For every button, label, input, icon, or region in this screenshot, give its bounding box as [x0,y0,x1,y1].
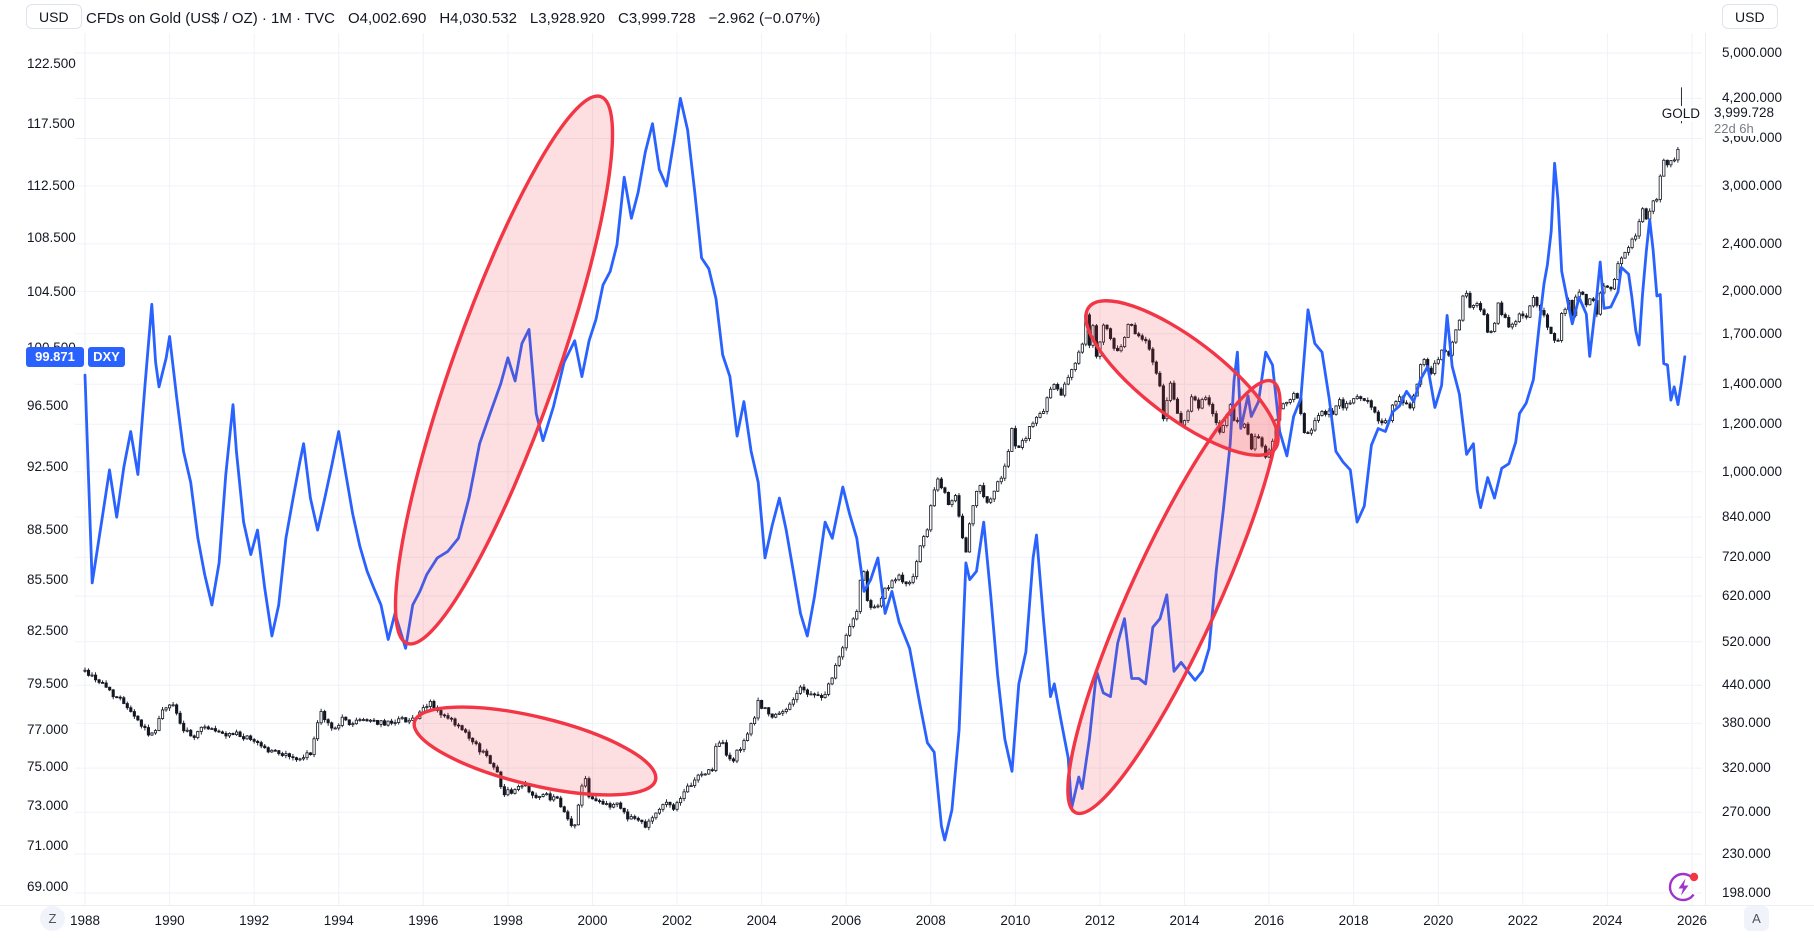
time-axis-tick: 2004 [746,913,777,928]
time-axis-tick: 1994 [323,913,354,928]
left-currency-button[interactable]: USD [26,4,82,29]
right-axis-tick: 720.000 [1722,549,1771,565]
annotation-ellipse-dxy-rally-1995-2002[interactable] [358,79,650,660]
time-axis-tick: 2000 [577,913,608,928]
time-axis-tick: 2024 [1592,913,1623,928]
gridlines [75,33,1702,905]
time-axis-tick: 2016 [1254,913,1285,928]
auto-scale-button[interactable]: A [1744,906,1769,931]
flash-icon[interactable] [1666,868,1702,904]
time-axis-tick: 2020 [1423,913,1454,928]
right-axis-tick: 2,000.000 [1722,283,1783,299]
right-axis-tick: 1,400.000 [1722,376,1783,392]
right-axis-tick: 380.000 [1722,715,1771,731]
flash-icon-bolt [1678,878,1689,896]
left-axis-tick: 79.500 [27,675,69,691]
right-axis-tick: 520.000 [1722,633,1771,649]
time-axis-separator [0,905,1814,906]
right-axis-tick: 270.000 [1722,804,1771,820]
right-axis-tick: 2,400.000 [1722,235,1783,251]
notification-dot [1689,872,1699,882]
time-axis-tick: 2002 [662,913,693,928]
time-axis-tick: 1990 [154,913,185,928]
left-axis-tick: 75.000 [27,759,69,775]
dxy-line [83,97,1687,842]
dxy-series-tag[interactable]: DXY [88,347,125,367]
gold-candles [83,87,1687,831]
time-axis-tick: 1988 [69,913,101,928]
left-axis-tick: 88.500 [27,522,69,538]
left-axis-tick: 73.000 [27,798,69,814]
time-axis-tick: 2014 [1169,913,1200,928]
left-axis-tick: 112.500 [27,178,75,194]
time-axis-tick: 1996 [408,913,439,928]
right-axis-tick: 320.000 [1722,760,1771,776]
left-axis-tick: 77.000 [27,721,69,737]
left-axis-tick: 108.500 [27,230,76,245]
time-axis-tick: 2008 [915,913,946,928]
left-axis-tick: 104.500 [27,283,76,299]
left-axis-tick: 117.500 [27,115,75,131]
right-axis-tick: 620.000 [1722,588,1771,604]
time-axis-tick: 2010 [1000,913,1031,928]
time-axis-tick: 2006 [831,913,862,928]
right-axis-tick: 1,000.000 [1722,463,1783,479]
left-axis-tick: 71.000 [27,838,69,854]
time-axis-tick: 1998 [492,913,523,928]
left-axis-tick: 85.500 [27,571,69,587]
right-axis-tick: 230.000 [1722,846,1771,862]
annotation-ellipse-gold-decline-1996-2001[interactable] [406,689,663,813]
left-axis-tick: 92.500 [27,458,69,474]
annotation-ellipse-dxy-rally-2011-2015[interactable] [1036,363,1313,831]
symbol-title[interactable]: CFDs on Gold (US$ / OZ) · 1M · TVC [86,9,335,27]
right-currency-button[interactable]: USD [1722,4,1778,29]
ohlc-low: L3,928.920 [529,9,605,27]
left-axis-tick: 96.500 [27,398,69,414]
ohlc-high: H4,030.532 [439,9,517,27]
time-axis-tick: 2012 [1084,913,1115,928]
gold-series-tag: GOLD [1650,106,1700,121]
right-axis-tick: 840.000 [1722,509,1771,525]
left-axis-tick: 69.000 [27,879,69,894]
ohlc-change: −2.962 (−0.07%) [708,9,821,27]
right-axis-tick: 440.000 [1722,677,1771,693]
time-axis-tick: 1992 [239,913,270,928]
right-axis-tick: 1,700.000 [1722,325,1783,341]
left-axis-tick: 122.500 [27,56,76,71]
price-axis-separator [1705,33,1706,905]
time-axis-tick: 2026 [1676,913,1708,928]
dxy-current-value-label: 99.871 [26,347,84,367]
ohlc-close: C3,999.728 [618,9,696,27]
legend-bar[interactable]: CFDs on Gold (US$ / OZ) · 1M · TVC O4,00… [86,8,820,28]
gold-current-price-label: 3,999.728 [1712,105,1777,120]
right-axis-tick: 4,200.000 [1722,90,1783,106]
right-axis-tick: 1,200.000 [1722,416,1783,432]
ohlc-open: O4,002.690 [347,9,427,27]
timezone-button[interactable]: Z [40,906,65,931]
time-axis-tick: 2018 [1338,913,1369,928]
time-axis-tick: 2022 [1507,913,1538,928]
left-axis-tick: 82.500 [27,622,69,638]
right-axis-tick: 3,000.000 [1722,177,1783,193]
right-axis-tick: 198.000 [1722,885,1771,900]
right-axis-tick: 5,000.000 [1722,45,1783,60]
flash-icon-ring [1668,872,1698,902]
bar-close-countdown: 22d 6h [1712,121,1756,136]
